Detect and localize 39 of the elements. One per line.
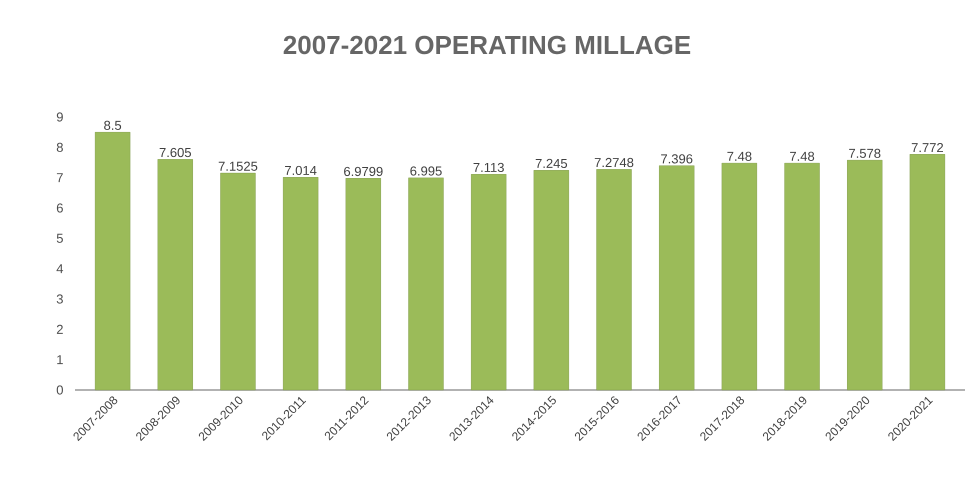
y-tick-label: 0 (56, 385, 63, 395)
data-label: 7.113 (474, 162, 504, 172)
bar (282, 177, 318, 390)
data-label: 7.396 (661, 154, 692, 164)
bar (596, 169, 632, 390)
bar (346, 178, 382, 390)
bar (408, 178, 444, 390)
data-label: 7.48 (727, 152, 752, 161)
chart-title: 2007-2021 OPERATING MILLAGE (284, 36, 690, 54)
bar (158, 159, 193, 390)
y-tick-label: 7 (56, 173, 63, 182)
data-label: 7.1525 (218, 162, 258, 171)
data-label: 7.578 (849, 148, 880, 158)
data-label: 6.9799 (344, 166, 383, 176)
y-tick-label: 1 (57, 355, 63, 364)
bar (94, 132, 130, 390)
data-label: 6.995 (410, 166, 442, 176)
bar (658, 165, 694, 390)
data-label: 7.014 (285, 166, 317, 176)
y-tick-label: 2 (56, 324, 63, 334)
bar (784, 162, 820, 390)
data-label: 7.2748 (594, 158, 634, 168)
bar (910, 154, 946, 390)
data-label: 7.605 (160, 148, 191, 158)
y-tick-label: 5 (56, 234, 63, 243)
data-label: 7.48 (790, 152, 814, 161)
bar (847, 160, 882, 390)
data-label: 7.772 (912, 142, 944, 152)
bar (722, 162, 758, 390)
bar (470, 174, 506, 390)
y-tick-label: 9 (56, 112, 63, 122)
data-label: 7.245 (536, 158, 568, 168)
y-tick-label: 3 (56, 294, 63, 304)
data-label: 8.5 (104, 120, 122, 130)
y-tick-label: 4 (56, 264, 64, 274)
bar (534, 170, 570, 390)
bar (220, 172, 256, 390)
y-tick-label: 6 (56, 203, 63, 213)
y-tick-label: 8 (56, 142, 63, 152)
